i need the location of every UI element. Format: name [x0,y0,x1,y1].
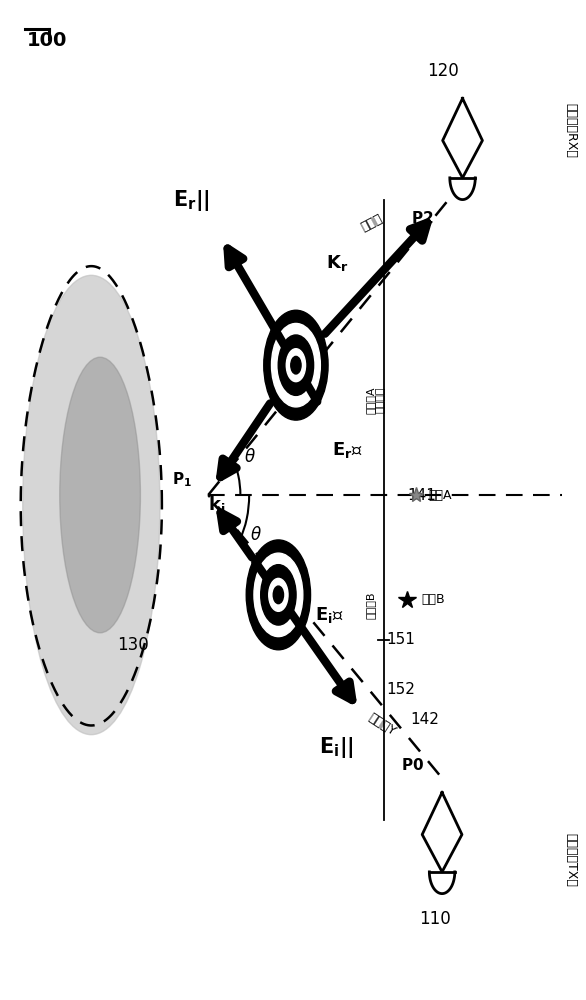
Text: $\mathbf{P0}$: $\mathbf{P0}$ [401,757,424,773]
Circle shape [291,356,301,374]
Text: 120: 120 [427,62,459,80]
Text: 100: 100 [27,31,67,50]
Ellipse shape [23,275,160,735]
Polygon shape [442,98,482,178]
Polygon shape [450,178,475,200]
Text: 152: 152 [387,682,415,697]
Text: $\mathbf{E_i}$$\mathbf{||}$: $\mathbf{E_i}$$\mathbf{||}$ [319,735,353,760]
Text: 110: 110 [418,910,451,928]
Text: 151: 151 [387,632,415,647]
Circle shape [271,323,321,407]
Text: $\mathbf{k_i}$: $\mathbf{k_i}$ [209,494,226,515]
Text: 130: 130 [118,636,149,654]
Circle shape [261,565,296,625]
Text: $\mathbf{E_i\!\perp}$: $\mathbf{E_i\!\perp}$ [315,605,344,625]
Text: 光点A: 光点A [428,489,452,502]
Text: 接收器（RX）: 接收器（RX） [564,103,577,158]
Circle shape [273,586,284,604]
Ellipse shape [60,357,141,633]
Text: 十字线B: 十字线B [366,591,376,619]
Polygon shape [422,792,462,872]
Text: 142: 142 [410,712,439,727]
Text: $\theta$: $\theta$ [250,526,262,544]
Circle shape [278,335,314,395]
Circle shape [264,310,328,420]
Text: $\mathbf{E_r\!\perp}$: $\mathbf{E_r\!\perp}$ [332,440,363,460]
Text: $\theta$: $\theta$ [244,448,256,466]
Text: $\mathbf{P2}$: $\mathbf{P2}$ [411,210,433,226]
Text: $\mathbf{P_1}$: $\mathbf{P_1}$ [172,471,192,489]
Circle shape [254,553,303,637]
Text: 反射束: 反射束 [359,212,385,234]
Text: 十字线A: 十字线A [366,386,376,414]
Text: $\mathbf{K_r}$: $\mathbf{K_r}$ [326,253,349,273]
Text: 发射器（TX）: 发射器（TX） [564,833,577,886]
Text: $\mathbf{E_r}$$\mathbf{||}$: $\mathbf{E_r}$$\mathbf{||}$ [173,188,210,213]
Circle shape [269,578,288,611]
Text: 透明屏幕: 透明屏幕 [376,387,386,413]
Text: 141: 141 [407,488,436,503]
Text: 入射束Y: 入射束Y [366,711,398,738]
Polygon shape [430,872,455,894]
Circle shape [246,540,311,650]
Circle shape [287,349,305,382]
Text: 光点B: 光点B [421,593,445,606]
